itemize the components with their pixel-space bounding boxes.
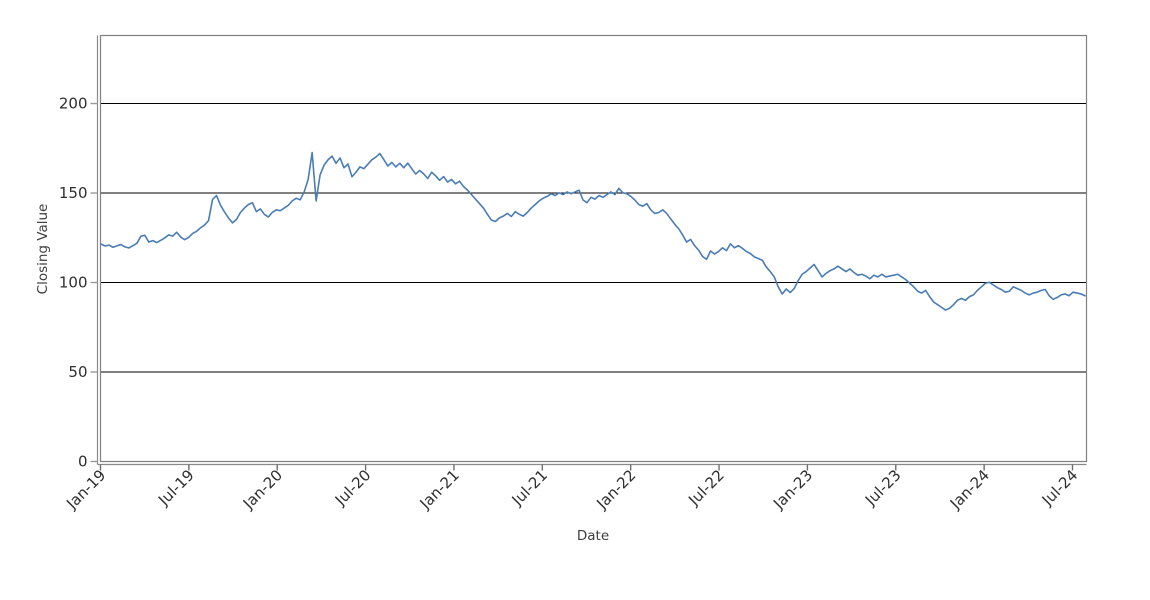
- gridlines: [100, 103, 1087, 373]
- y-tick-label: 100: [59, 274, 88, 292]
- x-tick-label: Jul-20: [331, 466, 375, 510]
- plot-frame: [96, 34, 1088, 466]
- x-axis-label: Date: [577, 528, 609, 544]
- x-tick-label: Jul-23: [861, 466, 905, 510]
- x-tick-label: Jan-20: [239, 466, 286, 513]
- y-axis-tick-labels: 0 50 100 150 200: [59, 95, 88, 471]
- x-tick-label: Jan-23: [769, 466, 816, 513]
- x-tick-label: Jul-22: [684, 466, 728, 510]
- y-axis-ticks: [90, 102, 98, 463]
- x-tick-label: Jan-19: [62, 466, 109, 513]
- x-tick-label: Jan-24: [946, 466, 993, 513]
- x-axis-tick-labels: Jan-19 Jul-19 Jan-20 Jul-20 Jan-21 Jul-21 Jan-…: [62, 466, 1081, 513]
- x-tick-label: Jul-24: [1038, 466, 1082, 510]
- series-closing-value: [100, 151, 1086, 311]
- plot-border: [99, 34, 1088, 463]
- y-tick-label: 0: [78, 453, 88, 471]
- closing-value-line: [100, 151, 1086, 311]
- x-tick-label: Jul-21: [508, 466, 552, 510]
- y-tick-label: 150: [59, 184, 88, 202]
- y-tick-label: 50: [68, 363, 87, 381]
- x-tick-label: Jul-19: [154, 466, 198, 510]
- y-tick-label: 200: [59, 95, 88, 113]
- x-axis-ticks: [99, 464, 1074, 471]
- x-tick-label: Jan-21: [416, 466, 463, 513]
- y-axis-label: Closing Value: [35, 204, 51, 295]
- x-tick-label: Jan-22: [592, 466, 639, 513]
